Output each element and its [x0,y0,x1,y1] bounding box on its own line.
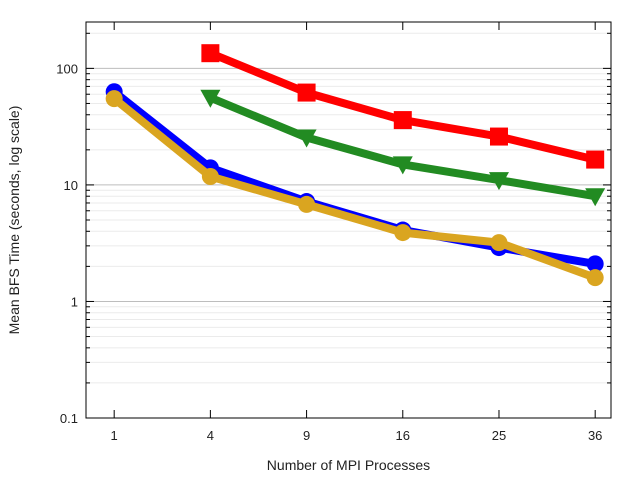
data-point [298,195,316,213]
data-point [200,89,221,108]
data-point [586,150,605,169]
series-2-line [206,49,600,164]
x-tick-label: 4 [207,428,214,443]
y-tick-label: 100 [56,61,78,76]
data-point [296,129,317,148]
y-tick-label: 10 [64,178,78,193]
data-point [585,188,606,207]
data-series [105,44,606,287]
data-point [488,172,509,191]
series-3 [200,89,606,207]
data-point [392,156,413,175]
y-tick-label: 1 [71,294,78,309]
y-axis-title: Mean BFS Time (seconds, log scale) [6,106,22,335]
data-point [489,127,508,146]
series-1-line [110,87,600,268]
x-tick-label: 25 [492,428,506,443]
y-tick-label: 0.1 [60,411,78,426]
x-tick-label: 16 [396,428,410,443]
data-point [586,269,604,287]
data-point [105,90,123,108]
data-point [393,111,412,130]
series-4-line [110,94,600,282]
data-point [394,224,412,242]
series-4 [105,90,604,287]
series-2 [201,44,605,169]
grid-lines [86,32,611,384]
x-tick-label: 36 [588,428,602,443]
x-tick-label: 9 [303,428,310,443]
axis-ticks: 0.1 1 10 100 1 4 9 16 25 36 [56,22,611,443]
data-point [297,83,316,102]
data-point [201,44,220,63]
data-point [201,168,219,186]
data-point [490,234,508,252]
series-1 [105,83,604,273]
data-point [586,255,604,273]
x-tick-label: 1 [111,428,118,443]
x-axis-title: Number of MPI Processes [267,457,430,473]
